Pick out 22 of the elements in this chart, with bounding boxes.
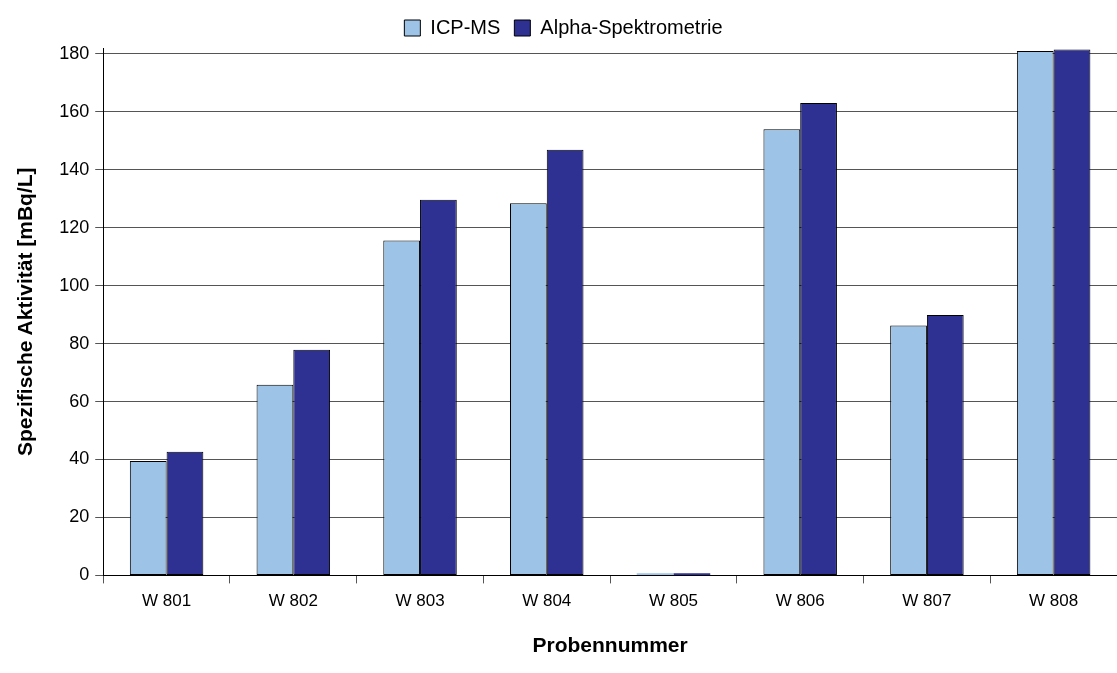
y-tick-label: 0 — [79, 564, 90, 585]
x-tick-label: W 801 — [142, 591, 192, 611]
y-tick-label: 120 — [59, 216, 90, 237]
y-tick-label: 140 — [59, 158, 90, 179]
y-axis-title: Spezifische Aktivität [mBq/L] — [13, 167, 37, 456]
y-tick-label: 100 — [59, 274, 90, 295]
y-tick-label: 180 — [59, 42, 90, 63]
y-tick-label: 40 — [69, 448, 90, 469]
x-tick-label: W 807 — [902, 591, 952, 611]
x-tick-label: W 805 — [648, 591, 699, 611]
x-axis-title: Probennummer — [532, 633, 688, 657]
y-tick-label: 60 — [69, 390, 90, 411]
legend-label: ICP-MS — [430, 15, 501, 38]
y-tick-label: 160 — [59, 100, 90, 121]
y-tick-label: 20 — [69, 506, 90, 527]
x-tick-label: W 804 — [522, 591, 572, 611]
x-tick-label: W 806 — [775, 591, 825, 611]
y-tick-label: 80 — [69, 332, 90, 353]
x-tick-label: W 808 — [1029, 591, 1079, 611]
legend-label: Alpha-Spektrometrie — [540, 15, 723, 38]
x-tick-label: W 802 — [268, 591, 318, 611]
x-tick-label: W 803 — [395, 591, 445, 611]
